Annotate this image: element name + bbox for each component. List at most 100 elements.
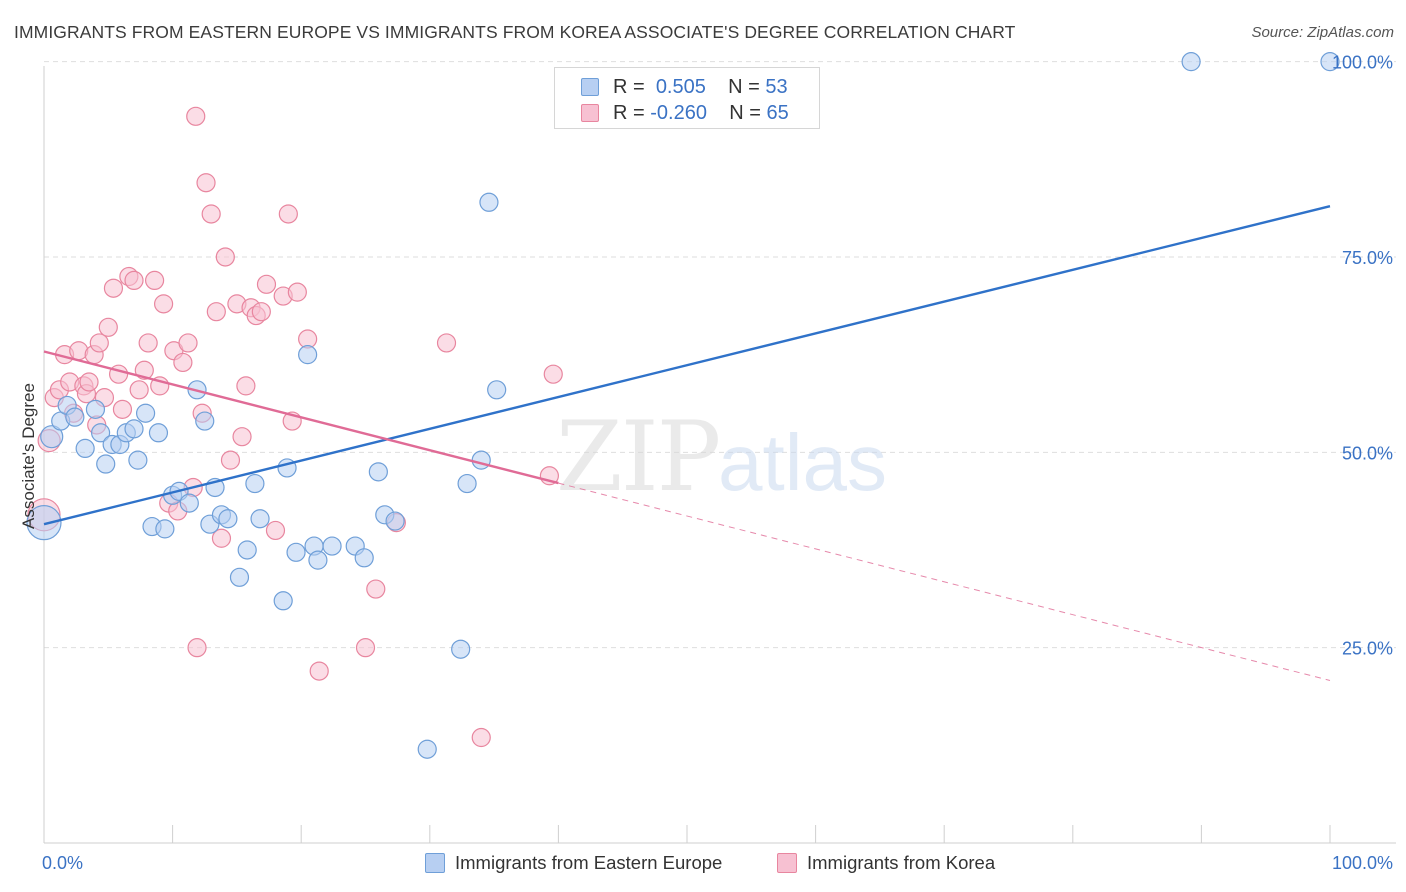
eastern-europe-point <box>195 411 215 431</box>
eastern-europe-point <box>237 540 257 560</box>
eastern-europe-point <box>1320 52 1340 72</box>
y-tick-label: 50.0% <box>1342 443 1393 463</box>
eastern-europe-point <box>40 425 64 449</box>
axes <box>43 66 1396 844</box>
korea-point <box>236 376 256 396</box>
eastern-europe-point <box>155 519 175 539</box>
legend-label-eastern-europe: Immigrants from Eastern Europe <box>455 852 723 873</box>
x-tick-label: 100.0% <box>1332 853 1393 873</box>
korea-point <box>366 579 386 599</box>
korea-point <box>256 274 277 294</box>
eastern-europe-point <box>124 419 144 439</box>
chart-title: IMMIGRANTS FROM EASTERN EUROPE VS IMMIGR… <box>14 22 1016 42</box>
korea-point <box>201 204 221 224</box>
korea-point <box>211 528 232 548</box>
korea-point <box>232 427 252 447</box>
eastern-europe-point <box>322 536 342 556</box>
korea-point <box>173 352 193 373</box>
korea-point <box>144 270 165 291</box>
eastern-europe-point <box>1181 52 1201 72</box>
bottom-swatch-pink <box>777 853 797 873</box>
eastern-europe-point <box>85 399 106 419</box>
korea-point <box>309 661 329 681</box>
legend-item-korea: Immigrants from Korea <box>777 852 995 874</box>
trend-lines <box>43 205 1331 681</box>
eastern-europe-point <box>286 542 306 562</box>
eastern-europe-point <box>128 450 148 470</box>
korea-point <box>89 333 109 353</box>
korea-point <box>206 302 226 322</box>
korea-point <box>215 247 235 267</box>
eastern-europe-point <box>308 550 328 570</box>
korea-point <box>543 364 563 384</box>
eastern-europe-point <box>487 380 507 400</box>
korea-points <box>27 106 563 748</box>
eastern-europe-point <box>385 511 405 531</box>
bottom-swatch-blue <box>425 853 445 873</box>
korea-trend-line-extension <box>558 482 1331 681</box>
watermark-atlas: atlas <box>718 418 887 507</box>
correlation-legend: R = 0.505 N = 53 R = -0.260 N = 65 <box>554 67 820 129</box>
eastern-europe-point <box>354 548 374 568</box>
eastern-europe-point <box>250 509 270 529</box>
legend-r-value-blue: 0.505 <box>655 76 706 98</box>
eastern-europe-point <box>179 493 199 513</box>
korea-point <box>436 333 457 353</box>
legend-r-label: R = <box>613 76 645 98</box>
eastern-europe-point <box>75 438 95 459</box>
y-tick-label: 25.0% <box>1342 639 1393 659</box>
gridlines <box>44 61 1396 649</box>
eastern-europe-point <box>96 454 116 474</box>
korea-point <box>251 302 271 322</box>
eastern-europe-point <box>135 403 156 423</box>
korea-point <box>153 294 174 314</box>
eastern-europe-point <box>148 423 169 443</box>
korea-point <box>220 450 241 470</box>
eastern-europe-points <box>26 52 1340 759</box>
eastern-europe-point <box>26 505 62 541</box>
legend-n-value-pink: 65 <box>766 102 789 124</box>
korea-point <box>124 270 144 291</box>
korea-point <box>196 173 216 193</box>
legend-label-korea: Immigrants from Korea <box>807 852 996 873</box>
legend-swatch-pink <box>581 104 599 122</box>
eastern-europe-point <box>229 567 250 587</box>
korea-point <box>178 333 198 353</box>
y-tick-label: 100.0% <box>1332 53 1393 73</box>
korea-trend-line <box>43 350 559 485</box>
korea-point <box>287 282 307 302</box>
y-axis-label: Associate's Degree <box>19 383 38 529</box>
korea-point <box>79 372 99 392</box>
eastern-europe-point <box>471 450 491 470</box>
korea-point <box>134 360 154 380</box>
korea-point <box>278 204 298 224</box>
eastern-europe-point <box>417 739 437 759</box>
legend-n-label: N = <box>729 102 761 124</box>
eastern-europe-point <box>245 473 265 494</box>
legend-item-eastern-europe: Immigrants from Eastern Europe <box>425 852 722 874</box>
eastern-europe-point <box>298 345 318 365</box>
eastern-europe-point <box>451 639 471 659</box>
korea-point <box>103 278 124 298</box>
korea-point <box>98 317 118 337</box>
korea-point <box>471 727 491 748</box>
tick-labels: 25.0% 50.0% 75.0% 100.0% 0.0% 100.0% <box>42 53 1393 873</box>
y-tick-label: 75.0% <box>1342 248 1393 268</box>
legend-r-value-pink: -0.260 <box>650 102 707 124</box>
eastern-europe-point <box>218 509 238 529</box>
eastern-europe-point <box>479 192 499 212</box>
korea-point <box>355 638 376 658</box>
eastern-europe-point <box>368 462 388 482</box>
korea-point <box>265 520 286 541</box>
legend-n-value-blue: 53 <box>765 76 788 98</box>
legend-swatch-blue <box>581 78 599 96</box>
source-label: Source: ZipAtlas.com <box>1251 24 1394 41</box>
korea-point <box>187 638 207 658</box>
eastern-europe-point <box>273 591 293 611</box>
legend-r-label: R = <box>613 102 645 124</box>
korea-point <box>129 380 149 400</box>
watermark-zip: ZIP <box>556 401 719 513</box>
korea-point <box>186 106 206 126</box>
eastern-europe-point <box>65 407 85 427</box>
